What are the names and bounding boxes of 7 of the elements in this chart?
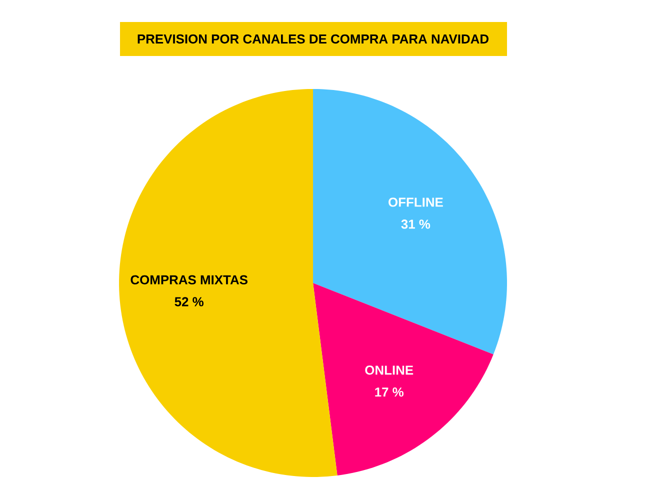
slice-label: COMPRAS MIXTAS <box>130 275 248 284</box>
slice-label: ONLINE <box>365 366 414 375</box>
slice-label: OFFLINE <box>388 198 443 207</box>
data-label: 31 % <box>401 220 430 229</box>
chart-title: PREVISION POR CANALES DE COMPRA PARA NAVIDAD <box>138 34 489 44</box>
data-label: 17 % <box>375 388 404 397</box>
data-label: 52 % <box>174 297 204 306</box>
